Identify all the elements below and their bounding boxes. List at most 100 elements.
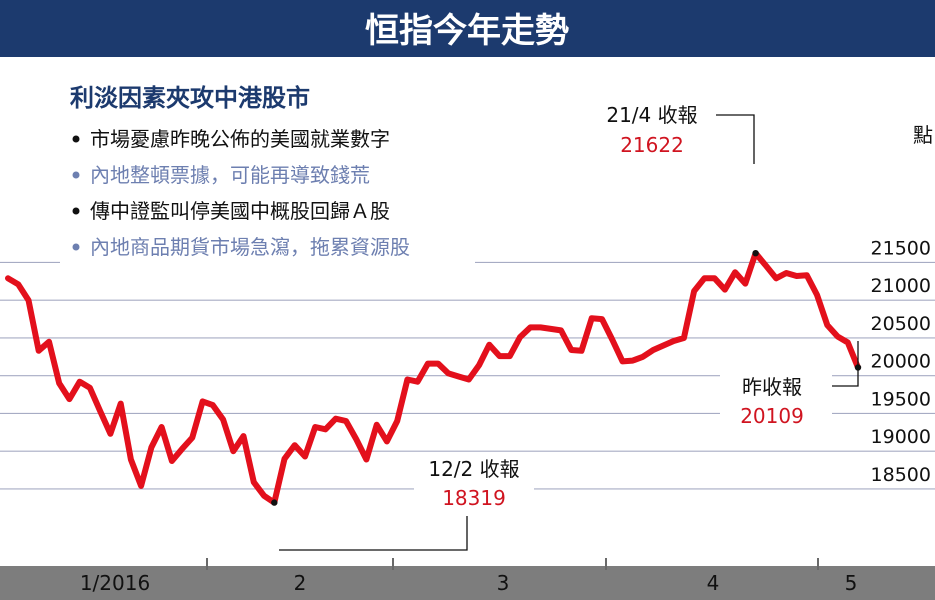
data-point-39 <box>405 377 410 382</box>
x-axis-bar <box>0 566 935 600</box>
data-point-14 <box>149 445 154 450</box>
series-line <box>5 250 861 506</box>
data-point-12 <box>128 457 133 462</box>
data-point-43 <box>446 371 451 376</box>
data-point-61 <box>630 358 635 363</box>
data-point-48 <box>497 354 502 359</box>
data-point-49 <box>507 354 512 359</box>
data-point-47 <box>487 342 492 347</box>
data-point-40 <box>415 379 420 384</box>
data-point-6 <box>67 397 72 402</box>
data-point-69 <box>712 276 717 281</box>
data-point-30 <box>313 424 318 429</box>
data-point-15 <box>159 424 164 429</box>
callout-low-box <box>414 452 534 516</box>
data-point-58 <box>599 317 604 322</box>
data-point-34 <box>354 437 359 442</box>
data-point-22 <box>231 449 236 454</box>
data-point-57 <box>589 316 594 321</box>
y-tick-label-21500: 21500 <box>871 237 931 259</box>
data-point-75 <box>774 276 779 281</box>
data-point-68 <box>702 276 707 281</box>
callout-last-label: 昨收報 <box>742 375 802 399</box>
data-point-52 <box>538 325 543 330</box>
data-point-5 <box>57 381 62 386</box>
data-point-29 <box>302 454 307 459</box>
callout-low-leader <box>279 512 468 551</box>
data-point-74 <box>763 263 768 268</box>
data-point-50 <box>517 335 522 340</box>
y-tick-label-19500: 19500 <box>871 388 931 410</box>
data-point-79 <box>814 292 819 297</box>
bullet-text-4: 內地商品期貨市場急瀉，拖累資源股 <box>90 235 410 259</box>
data-point-60 <box>620 359 625 364</box>
x-month-label-feb: 2 <box>294 571 307 595</box>
y-tick-label-18500: 18500 <box>871 464 931 486</box>
data-point-4 <box>46 339 51 344</box>
data-point-70 <box>722 287 727 292</box>
bullet-dot-1 <box>72 135 80 143</box>
data-point-38 <box>395 418 400 423</box>
data-point-19 <box>200 399 205 404</box>
info-box-background <box>60 72 475 276</box>
info-box-heading: 利淡因素夾攻中港股市 <box>70 84 310 112</box>
data-point-45 <box>466 377 471 382</box>
data-point-18 <box>190 435 195 440</box>
data-point-17 <box>180 446 185 451</box>
data-point-72 <box>743 281 748 286</box>
data-point-10 <box>108 431 113 436</box>
data-point-31 <box>323 427 328 432</box>
data-point-63 <box>651 347 656 352</box>
data-point-82 <box>845 340 850 345</box>
x-month-label-may: 5 <box>845 571 858 595</box>
data-point-53 <box>548 326 553 331</box>
bullet-text-1: 市場憂慮昨晚公佈的美國就業數字 <box>90 127 390 151</box>
y-axis-label: 點 <box>913 123 933 147</box>
data-point-51 <box>528 325 533 330</box>
data-point-9 <box>98 409 103 414</box>
data-point-44 <box>456 374 461 379</box>
data-point-21 <box>221 417 226 422</box>
data-point-11 <box>118 401 123 406</box>
data-point-54 <box>558 328 563 333</box>
x-month-label-apr: 4 <box>707 571 720 595</box>
data-point-32 <box>333 416 338 421</box>
data-point-7 <box>77 379 82 384</box>
data-point-73 <box>752 250 759 257</box>
data-point-80 <box>825 323 830 328</box>
data-point-27 <box>282 456 287 461</box>
callout-high-leader <box>714 114 755 164</box>
data-point-55 <box>569 347 574 352</box>
data-point-8 <box>87 385 92 390</box>
y-tick-label-21000: 21000 <box>871 275 931 297</box>
y-tick-label-20000: 20000 <box>871 351 931 373</box>
x-month-label-jan: 1/2016 <box>80 571 150 595</box>
callout-high-value: 21622 <box>620 133 684 157</box>
data-point-1 <box>16 282 21 287</box>
x-month-label-mar: 3 <box>497 571 510 595</box>
data-point-0 <box>5 276 10 281</box>
info-box-bullets: 市場憂慮昨晚公佈的美國就業數字內地整頓票據，可能再導致錢荒傳中證監叫停美國中概股… <box>72 127 410 259</box>
callout-last-leader <box>830 341 859 387</box>
x-axis-ticks <box>206 558 819 570</box>
data-point-23 <box>241 434 246 439</box>
data-point-46 <box>477 363 482 368</box>
data-point-67 <box>692 289 697 294</box>
data-point-36 <box>374 422 379 427</box>
data-point-33 <box>343 418 348 423</box>
data-point-77 <box>794 273 799 278</box>
bullet-text-3: 傳中證監叫停美國中概股回歸Ａ股 <box>90 199 390 223</box>
data-point-13 <box>139 483 144 488</box>
y-tick-label-19000: 19000 <box>871 426 931 448</box>
callout-low-value: 18319 <box>442 486 506 510</box>
data-point-3 <box>36 348 41 353</box>
gridlines <box>0 261 935 490</box>
data-point-2 <box>26 298 31 303</box>
y-tick-label-20500: 20500 <box>871 313 931 335</box>
bullet-dot-4 <box>72 243 80 251</box>
bullet-dot-3 <box>72 207 80 215</box>
data-point-66 <box>681 335 686 340</box>
callout-last-box <box>720 371 832 435</box>
data-point-78 <box>804 273 809 278</box>
